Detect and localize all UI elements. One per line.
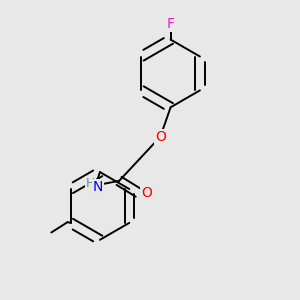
Text: N: N (93, 180, 103, 194)
Text: O: O (155, 130, 166, 144)
Text: H: H (85, 177, 95, 190)
Text: O: O (141, 186, 152, 200)
Text: F: F (167, 17, 175, 31)
